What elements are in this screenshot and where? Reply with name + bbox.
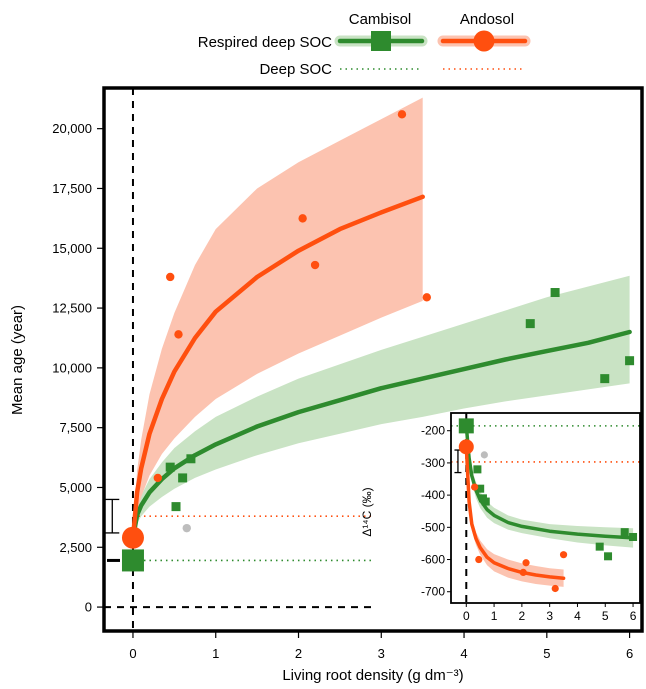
inset-point-cambisol-7: [629, 532, 638, 541]
legend-marker-cambisol: [371, 31, 391, 51]
inset-point-andosol-0: [471, 483, 479, 491]
inset-y-tick-label-1: -600: [421, 553, 445, 567]
y-tick-label-2: 5,000: [59, 480, 92, 495]
inset-point-cambisol-4: [595, 542, 604, 551]
inset-x-tick-label-2: 2: [519, 609, 526, 623]
main-point-andosol-2: [174, 330, 183, 339]
x-tick-label-1: 1: [212, 646, 219, 661]
inset-point-cambisol-3: [481, 497, 490, 506]
main-point-cambisol-6: [600, 374, 610, 384]
legend-keys: [334, 30, 531, 70]
inset-point-cambisol-5: [604, 552, 613, 561]
inset-frame: [450, 412, 641, 604]
main-intercept-cambisol: [121, 549, 144, 572]
inset-x-tick-label-4: 4: [574, 609, 581, 623]
x-axis-title: Living root density (g dm⁻³): [282, 667, 463, 684]
inset-y-axis-title: Δ¹⁴C (‰): [360, 487, 374, 536]
y-tick-label-6: 15,000: [52, 241, 92, 256]
main-point-cambisol-5: [550, 288, 560, 298]
main-ci-band-cambisol: [133, 275, 630, 543]
inset-x-tick-label-0: 0: [463, 609, 470, 623]
main-point-cambisol-0: [165, 462, 175, 472]
legend-header-cambisol: Cambisol: [349, 11, 412, 28]
y-tick-label-8: 20,000: [52, 121, 92, 136]
y-tick-label-5: 12,500: [52, 301, 92, 316]
inset-intercept-andosol: [458, 439, 474, 455]
inset-y-tick-label-4: -300: [421, 456, 445, 470]
inset-ci-band-cambisol: [466, 424, 634, 548]
inset-gray-point-0: [480, 451, 488, 459]
main-point-cambisol-1: [171, 502, 181, 512]
main-gray-point-0: [182, 523, 191, 533]
inset-x-tick-label-3: 3: [546, 609, 553, 623]
inset-point-andosol-5: [559, 551, 568, 559]
x-tick-label-3: 3: [378, 646, 385, 661]
inset-x-tick-label-1: 1: [491, 609, 498, 623]
main-fit-line-andosol: [130, 194, 425, 540]
inset-point-cambisol-0: [473, 465, 482, 474]
inset-point-andosol-2: [519, 568, 527, 577]
main-point-cambisol-2: [178, 473, 188, 483]
inset-plot-panel: 0 1 2 3 4 5 6 -700 -600 -500 -400 -300 -200: [421, 412, 641, 623]
inset-x-tick-label-5: 5: [602, 609, 609, 623]
x-tick-label-2: 2: [295, 646, 302, 661]
main-ci-band-andosol: [133, 97, 423, 545]
inset-fit-line-andosol: [464, 445, 566, 580]
inset-fit-line-cambisol: [464, 424, 635, 540]
y-tick-label-1: 2,500: [59, 540, 92, 555]
legend-header-andosol: Andosol: [460, 11, 514, 28]
main-intercept-andosol: [121, 526, 144, 549]
main-point-andosol-6: [422, 293, 431, 302]
y-tick-label-4: 10,000: [52, 360, 92, 375]
main-point-andosol-1: [166, 272, 175, 282]
main-point-cambisol-3: [186, 454, 196, 464]
inset-point-andosol-4: [551, 584, 559, 593]
y-tick-label-0: 0: [85, 600, 92, 615]
main-point-cambisol-4: [525, 319, 535, 329]
y-tick-label-3: 7,500: [59, 420, 92, 435]
inset-point-cambisol-1: [476, 484, 485, 493]
x-tick-label-0: 0: [129, 646, 136, 661]
y-tick-label-7: 17,500: [52, 181, 92, 196]
inset-y-tick-label-5: -200: [421, 424, 445, 438]
main-plot-frame: [102, 86, 644, 633]
inset-y-tick-label-3: -400: [421, 488, 445, 502]
main-point-andosol-4: [310, 260, 320, 270]
inset-point-andosol-1: [475, 555, 483, 564]
legend-label-respired: Respired deep SOC: [198, 34, 332, 51]
inset-x-tick-label-6: 6: [630, 609, 637, 623]
inset-intercept-cambisol: [458, 418, 474, 434]
main-point-andosol-0: [153, 473, 162, 483]
inset-point-andosol-3: [522, 559, 530, 567]
y-axis-title: Mean age (year): [9, 305, 26, 415]
main-point-andosol-3: [298, 214, 307, 223]
x-tick-label-4: 4: [460, 646, 467, 661]
x-tick-label-6: 6: [626, 646, 633, 661]
legend-label-deep-soc: Deep SOC: [259, 61, 332, 78]
inset-ci-band-andosol: [466, 445, 564, 587]
main-point-andosol-5: [397, 110, 407, 119]
main-plot-panel: 0 1 2 3 4 5 6 0 2,500 5,000 7,500 10,000 12,500 15,00…: [52, 88, 635, 661]
main-point-cambisol-7: [625, 356, 635, 366]
inset-point-cambisol-6: [620, 528, 629, 537]
legend-marker-andosol: [473, 30, 495, 52]
x-tick-label-5: 5: [543, 646, 550, 661]
inset-y-tick-label-2: -500: [421, 520, 445, 534]
legend: Cambisol Andosol Respired deep SOC Deep …: [198, 11, 531, 78]
main-fit-line-cambisol: [130, 329, 632, 540]
inset-y-tick-label-0: -700: [421, 585, 445, 599]
